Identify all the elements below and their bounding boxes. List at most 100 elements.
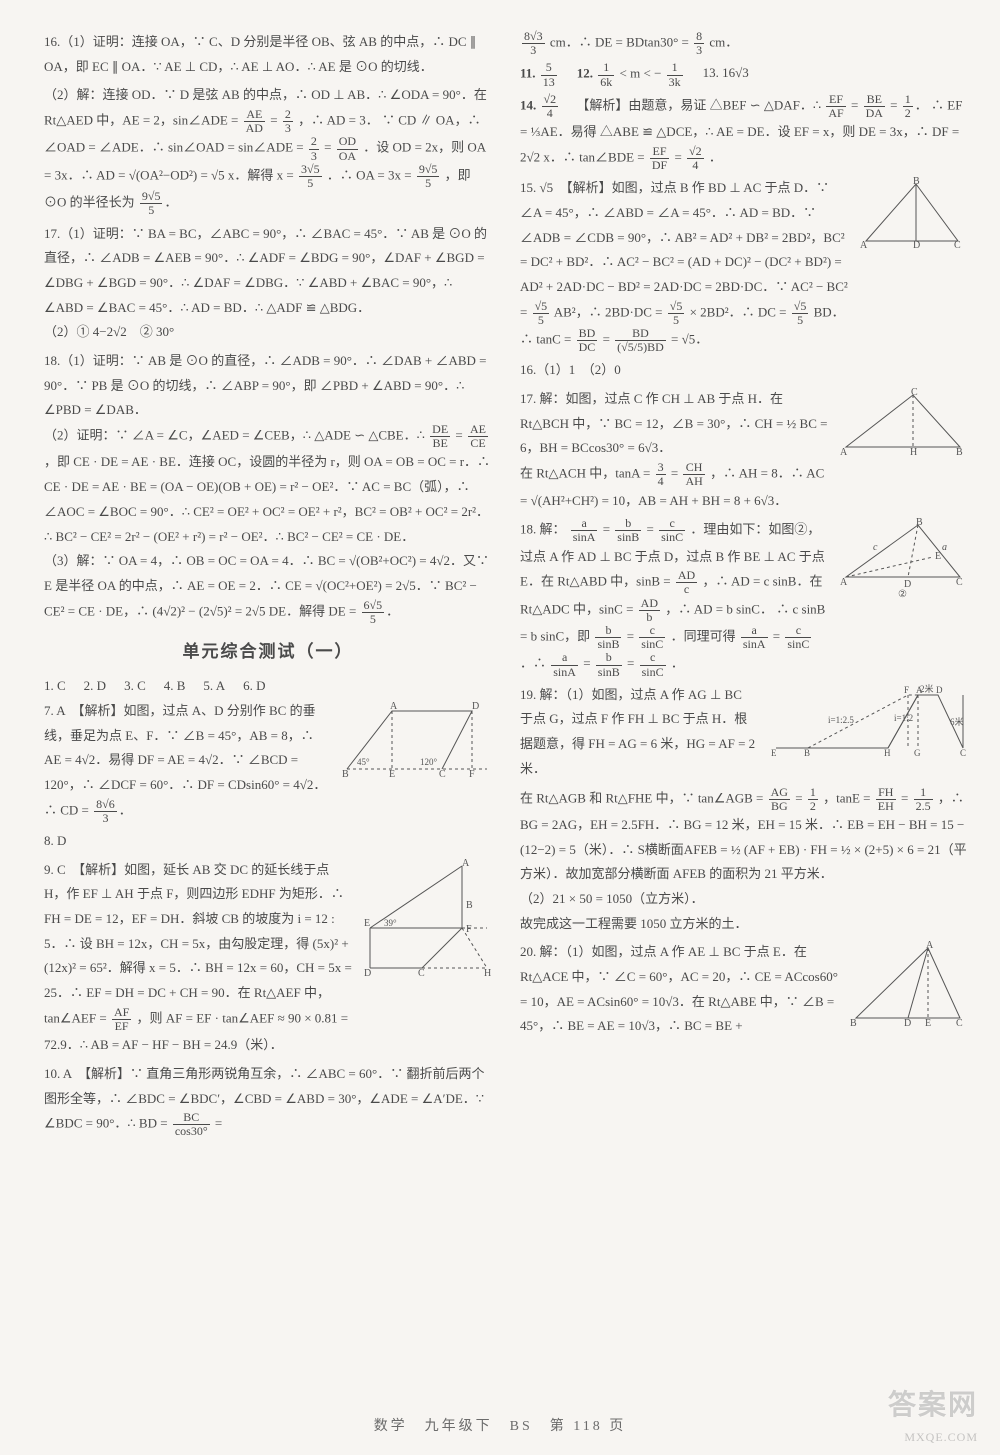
svg-text:C: C [911,387,918,398]
svg-text:2米: 2米 [920,683,934,694]
cont-10: 8√33 cm．∴ DE = BDtan30° = 83 cm． [520,30,968,57]
fig-q20: A B C D E [848,940,968,1030]
t: 20. 解：（1）如图，过点 A 作 AE ⊥ BC 于点 E．在 Rt△ACE… [520,944,838,1033]
t: 17. 解：如图，过点 C 作 CH ⊥ AB 于点 H．在 Rt△BCH 中，… [520,391,827,455]
svg-text:B: B [850,1018,857,1029]
t: 【解析】由题意，易证 △BEF ∽ △DAF．∴ [576,97,821,112]
svg-text:D: D [904,1018,911,1029]
t: 在 Rt△AGB 和 Rt△FHE 中，∵ tan∠AGB = [520,790,767,805]
fig-q19: AF EB HG DC i=1:2.5 i=1:2 6米 2米 [768,683,968,761]
left-column: 16.（1）证明：连接 OA，∵ C、D 分别是半径 OB、弦 AB 的中点，∴… [44,30,492,1143]
t: ，∴ AD = 3． [298,113,379,128]
svg-text:a: a [942,542,947,553]
problem-7: 7. A 【解析】如图，过点 A、D 分别作 BC 的垂线，垂足为点 E、F．∵… [44,699,492,825]
svg-text:C: C [956,577,963,588]
svg-text:B: B [466,900,473,911]
ans-2: 2. D [84,674,106,699]
svg-text:c: c [873,542,878,553]
problem-8: 8. D [44,829,492,854]
ans-1: 1. C [44,674,66,699]
svg-text:E: E [925,1018,931,1029]
problem-16r: 16.（1）1 （2）0 [520,358,968,383]
fill-answers: 11. 513 12. 16k < m < − 13k 13. 16√3 [520,61,968,88]
t: ，tanE = [823,790,874,805]
svg-text:C: C [418,968,425,978]
frac-8-3: 83 [692,30,706,57]
svg-text:A: A [462,858,470,869]
t: ． [709,149,722,164]
svg-text:D: D [364,968,371,978]
svg-text:C: C [956,1018,963,1029]
frac-6r5-5: 6√55 [360,599,387,626]
svg-text:E: E [935,551,941,562]
fig-q9: AB EF DCH 39° [362,858,492,978]
svg-text:C: C [960,748,966,758]
p17-1: 17.（1）证明：∵ BA = BC，∠ABC = 90°，∴ ∠BAC = 4… [44,226,487,315]
page: 16.（1）证明：连接 OA，∵ C、D 分别是半径 OB、弦 AB 的中点，∴… [0,0,1000,1183]
ans-5: 5. A [203,674,225,699]
t: ．∴ [520,656,549,671]
watermark-sub: MXQE.COM [904,1426,978,1449]
t: 19. 解：（1）如图，过点 A 作 AG ⊥ BC 于点 G，过点 F 作 F… [520,687,755,776]
t: 18. 解： [520,522,566,537]
t: = √5． [671,332,708,347]
svg-text:A: A [860,240,868,251]
frac-2-3: 23 [281,108,295,135]
svg-text:C: C [439,769,446,779]
svg-text:i=1:2: i=1:2 [894,713,913,723]
frac-8r3-3: 8√33 [520,30,547,57]
watermark: 答案网 [888,1378,978,1431]
p17-2: （2）① 4−2√2 ② 30° [44,324,174,339]
svg-text:F: F [904,685,909,695]
t: cm． [709,35,738,50]
p10b: = [215,1116,222,1131]
fig-q7: AD BC EF 45°120° [342,699,492,779]
t: ．∴ OA = 3x = [327,167,415,182]
svg-text:i=1:2.5: i=1:2.5 [828,715,854,725]
svg-text:B: B [916,517,923,528]
page-footer: 数学 九年级下 BS 第 118 页 [0,1414,1000,1441]
fig-q18: BA CDE c a ② [838,517,968,607]
svg-text:G: G [914,748,921,758]
p16-1: 16.（1）证明：连接 OA，∵ C、D 分别是半径 OB、弦 AB 的中点，∴… [44,34,476,74]
ans-6: 6. D [243,674,265,699]
t: 15. √5 【解析】如图，过点 B 作 BD ⊥ AC 于点 D．∵ ∠A =… [520,180,845,294]
frac-DE-BE: DEBE [428,423,452,450]
t: × 2BD²．∴ DC = [690,304,790,319]
frac-AF-EF: AFEF [110,1006,133,1033]
svg-text:F: F [466,924,472,935]
svg-text:②: ② [898,589,907,600]
t: 故完成这一工程需要 1050 立方米的土． [520,916,748,931]
svg-text:H: H [884,748,891,758]
t: ． [671,656,684,671]
problem-14: 14. √24 【解析】由题意，易证 △BEF ∽ △DAF．∴ EFAF = … [520,93,968,172]
svg-text:E: E [389,769,395,779]
frac-8r6-3: 8√63 [92,798,119,825]
svg-text:B: B [956,447,963,457]
svg-text:D: D [913,240,920,251]
frac-AE-AD: AEAD [242,108,267,135]
problem-17r: 17. 解：如图，过点 C 作 CH ⊥ AB 于点 H．在 Rt△BCH 中，… [520,387,968,513]
svg-text:120°: 120° [420,757,438,767]
problem-16-2: （2）解：连接 OD．∵ D 是弦 AB 的中点，∴ OD ⊥ AB．∴ ∠OD… [44,83,492,217]
svg-text:B: B [804,748,810,758]
problem-15: 15. √5 【解析】如图，过点 B 作 BD ⊥ AC 于点 D．∵ ∠A =… [520,176,968,354]
svg-text:A: A [840,447,848,457]
svg-text:D: D [472,701,479,712]
svg-text:A: A [390,701,398,712]
problem-18: 18.（1）证明：∵ AB 是 ⊙O 的直径，∴ ∠ADB = 90°．∴ ∠D… [44,349,492,626]
mc-answers: 1. C 2. D 3. C 4. B 5. A 6. D [44,674,492,699]
t: 在 Rt△ACH 中，tanA = [520,466,654,481]
problem-19: 19. 解：（1）如图，过点 A 作 AG ⊥ BC 于点 G，过点 F 作 F… [520,683,968,782]
t: （2）21 × 50 = 1050（立方米）． [520,891,704,906]
svg-text:E: E [364,918,370,929]
svg-text:A: A [926,940,934,951]
t: cm．∴ DE = BDtan30° = [550,35,692,50]
t: ．同理可得 [671,629,739,644]
p10a: 10. A 【解析】∵ 直角三角形两锐角互余，∴ ∠ABC = 60°．∵ 翻折… [44,1066,484,1131]
t: 14. [520,97,536,112]
problem-18r: 18. 解： asinA = bsinB = csinC ．理由如下：如图②，过… [520,517,968,679]
unit-test-heading: 单元综合测试（一） [44,636,492,668]
t: ，∴ AD = b sinC． [665,601,773,616]
fill-12: 12. 16k < m < − 13k [577,61,685,88]
